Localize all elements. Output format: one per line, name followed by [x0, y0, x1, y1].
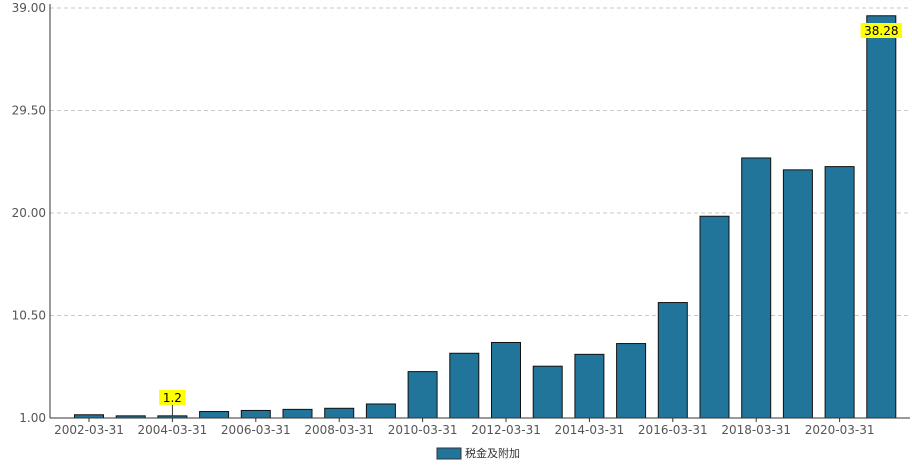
bar-2015-03-31[interactable]: [616, 343, 647, 419]
bar-2021-03-31[interactable]: [866, 15, 897, 419]
y-tick-label: 29.50: [12, 104, 46, 118]
bar-2006-03-31[interactable]: [240, 409, 271, 419]
data-label-bg: [860, 23, 903, 38]
x-tick-label: 2006-03-31: [221, 423, 291, 437]
bar-2010-03-31[interactable]: [407, 371, 438, 419]
y-tick-label: 39.00: [12, 1, 46, 15]
bar-2017-03-31[interactable]: [699, 215, 730, 419]
x-tick-label: 2020-03-31: [805, 423, 875, 437]
x-tick-label: 2014-03-31: [555, 423, 625, 437]
bar-2014-03-31[interactable]: [574, 353, 605, 419]
bars-group: [74, 15, 897, 419]
y-tick-label: 10.50: [12, 309, 46, 323]
x-tick-label: 2008-03-31: [304, 423, 374, 437]
data-label: 1.2: [163, 391, 182, 405]
data-label-bg: [159, 389, 186, 405]
x-tick-label: 2002-03-31: [54, 423, 124, 437]
x-tick-labels: 2002-03-31 2004-03-31 2006-03-31 2008-03-31…: [54, 418, 874, 437]
y-tick-label: 1.00: [19, 411, 46, 425]
x-tick-label: 2016-03-31: [638, 423, 708, 437]
bar-2020-03-31[interactable]: [824, 166, 855, 419]
bar-2011-03-31[interactable]: [449, 352, 480, 419]
y-tick-labels: 1.00 10.50 20.00 29.50 39.00: [12, 1, 46, 425]
bar-2012-03-31[interactable]: [491, 341, 521, 419]
legend-label: 税金及附加: [465, 446, 520, 460]
x-tick-label: 2018-03-31: [721, 423, 791, 437]
y-tick-label: 20.00: [12, 206, 46, 220]
axes: [49, 4, 910, 419]
bar-2013-03-31[interactable]: [532, 365, 563, 419]
legend-swatch: [436, 447, 462, 460]
legend[interactable]: 税金及附加: [436, 446, 520, 460]
data-labels: 1.2 38.28: [159, 23, 903, 416]
data-label: 38.28: [864, 24, 898, 38]
x-tick-label: 2010-03-31: [388, 423, 458, 437]
bar-2016-03-31[interactable]: [657, 302, 688, 419]
bar-2007-03-31[interactable]: [282, 408, 313, 419]
x-tick-label: 2012-03-31: [471, 423, 541, 437]
bar-2008-03-31[interactable]: [324, 407, 355, 419]
bar-2019-03-31[interactable]: [782, 169, 813, 419]
bar-2009-03-31[interactable]: [365, 403, 396, 419]
bar-2018-03-31[interactable]: [741, 157, 772, 419]
grid-lines: [50, 7, 910, 316]
x-tick-label: 2004-03-31: [138, 423, 208, 437]
bar-2005-03-31[interactable]: [199, 411, 230, 419]
